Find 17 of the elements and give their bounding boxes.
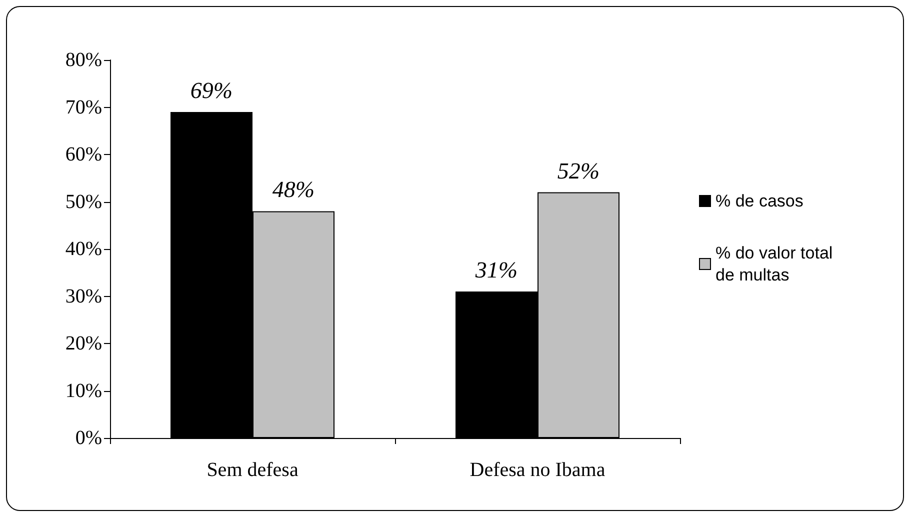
- data-label: 31%: [474, 258, 518, 283]
- y-tick-label: 20%: [65, 332, 102, 354]
- x-tick-label: Sem defesa: [206, 459, 298, 481]
- y-tick-label: 80%: [65, 49, 102, 71]
- x-tick-label: Defesa no Ibama: [470, 459, 606, 481]
- data-label: 48%: [272, 177, 315, 202]
- data-label: 69%: [190, 78, 233, 103]
- legend-label: % do valor total de multas: [716, 244, 838, 284]
- legend-label: % de casos: [716, 192, 804, 210]
- y-tick-label: 70%: [65, 96, 102, 118]
- y-tick-label: 0%: [75, 427, 102, 449]
- y-tick-label: 10%: [65, 380, 102, 402]
- data-label: 52%: [557, 158, 600, 184]
- y-tick-label: 60%: [65, 144, 102, 166]
- y-tick-label: 40%: [65, 238, 102, 260]
- y-tick-label: 30%: [65, 285, 102, 308]
- y-tick-label: 50%: [65, 190, 102, 213]
